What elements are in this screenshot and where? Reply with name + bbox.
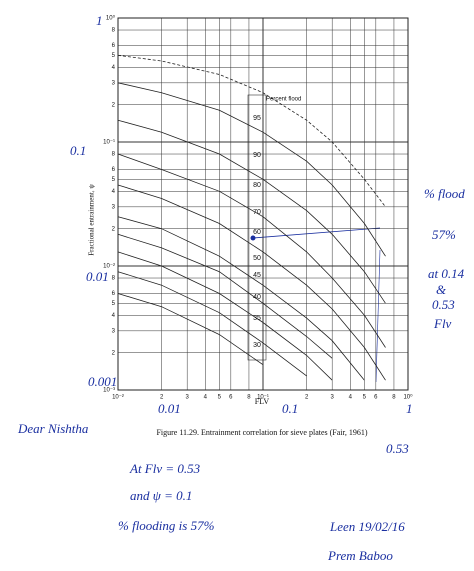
- handwritten-note: Dear Nishtha: [17, 421, 89, 436]
- flood-curve: [117, 216, 365, 381]
- x-tick-label: 2: [160, 395, 164, 401]
- y-tick-label: 10⁰: [106, 15, 116, 22]
- legend-label: 30: [253, 342, 261, 349]
- x-tick-label: 10⁻²: [112, 395, 124, 401]
- handwritten-note: 0.01: [86, 269, 109, 284]
- y-tick-label: 10⁻²: [103, 264, 115, 270]
- x-tick-label: 5: [363, 395, 367, 401]
- flood-curve: [117, 153, 386, 348]
- x-tick-label: 2: [305, 395, 309, 401]
- handwritten-note: 0.53: [386, 441, 409, 456]
- handwritten-note: 1: [406, 401, 413, 416]
- y-tick-label: 2: [112, 102, 116, 108]
- x-tick-label: 8: [247, 395, 251, 401]
- handwritten-note: 1: [96, 13, 103, 28]
- y-tick-label: 10⁻¹: [103, 140, 115, 146]
- legend-label: 70: [253, 209, 261, 216]
- handwritten-note: 0.001: [88, 374, 117, 389]
- plot-frame: [117, 17, 409, 391]
- legend-title: Percent flood: [266, 97, 301, 103]
- x-tick-label: 4: [349, 395, 353, 401]
- handwritten-note: At Flv = 0.53: [129, 461, 201, 476]
- annotation-arrow: [252, 227, 381, 239]
- legend-label: 35: [253, 315, 261, 322]
- legend-label: 95: [253, 115, 261, 122]
- caption: Figure 11.29. Entrainment correlation fo…: [156, 428, 367, 437]
- x-tick-label: 10⁻¹: [257, 395, 269, 401]
- flood-curve: [117, 119, 386, 304]
- legend-label: 60: [253, 229, 261, 236]
- y-axis-label: Fractional entrainment, ψ: [88, 184, 96, 256]
- annotation-point: [250, 235, 256, 241]
- x-tick-label: 4: [204, 395, 208, 401]
- y-tick-label: 3: [112, 204, 116, 210]
- y-tick-label: 8: [112, 28, 116, 34]
- x-axis-label: FLV: [255, 397, 270, 406]
- y-tick-label: 6: [112, 167, 116, 173]
- legend-label: 45: [253, 272, 261, 279]
- y-tick-label: 2: [112, 350, 116, 356]
- y-tick-label: 10⁻³: [103, 388, 115, 394]
- handwritten-note: Leen 19/02/16: [329, 519, 405, 534]
- flood-curve: [117, 271, 307, 377]
- x-tick-label: 3: [331, 395, 335, 401]
- handwritten-note: at 0.14: [428, 266, 465, 281]
- handwritten-note: &: [436, 282, 447, 297]
- y-tick-label: 8: [112, 152, 116, 158]
- y-tick-label: 2: [112, 226, 116, 232]
- y-tick-label: 5: [112, 53, 116, 59]
- y-tick-label: 4: [112, 313, 116, 319]
- legend-label: 50: [253, 255, 261, 262]
- handwritten-note: Flv: [433, 316, 452, 331]
- y-tick-label: 5: [112, 177, 116, 183]
- y-tick-label: 5: [112, 301, 116, 307]
- y-tick-label: 3: [112, 80, 116, 86]
- handwritten-note: 57%: [432, 227, 456, 242]
- handwritten-note: 0.01: [158, 401, 181, 416]
- y-tick-label: 4: [112, 189, 116, 195]
- handwritten-note: 0.1: [282, 401, 298, 416]
- flood-curve: [117, 251, 333, 381]
- x-tick-label: 5: [218, 395, 222, 401]
- y-tick-label: 8: [112, 276, 116, 282]
- x-tick-label: 3: [186, 395, 190, 401]
- handwritten-note: 0.53: [432, 297, 455, 312]
- legend-label: 40: [253, 294, 261, 301]
- x-tick-label: 8: [392, 395, 396, 401]
- flood-curve: [117, 293, 264, 366]
- y-tick-label: 3: [112, 328, 116, 334]
- y-tick-label: 4: [112, 65, 116, 71]
- flood-curve: [117, 184, 386, 381]
- x-tick-label: 6: [374, 395, 378, 401]
- flood-curve: [117, 233, 333, 359]
- legend-label: 90: [253, 152, 261, 159]
- handwritten-note: % flood: [424, 186, 465, 201]
- handwritten-note: 0.1: [70, 143, 86, 158]
- handwritten-note: and ψ = 0.1: [130, 488, 192, 503]
- x-tick-label: 6: [229, 395, 233, 401]
- x-tick-label: 10⁰: [403, 394, 413, 401]
- legend-label: 80: [253, 182, 261, 189]
- flood-curve: [117, 54, 386, 208]
- handwritten-note: Prem Baboo: [327, 548, 393, 563]
- handwritten-note: % flooding is 57%: [118, 518, 215, 533]
- flood-curve: [117, 82, 386, 257]
- annotation-arrow: [375, 249, 381, 383]
- y-tick-label: 6: [112, 43, 116, 49]
- y-tick-label: 6: [112, 291, 116, 297]
